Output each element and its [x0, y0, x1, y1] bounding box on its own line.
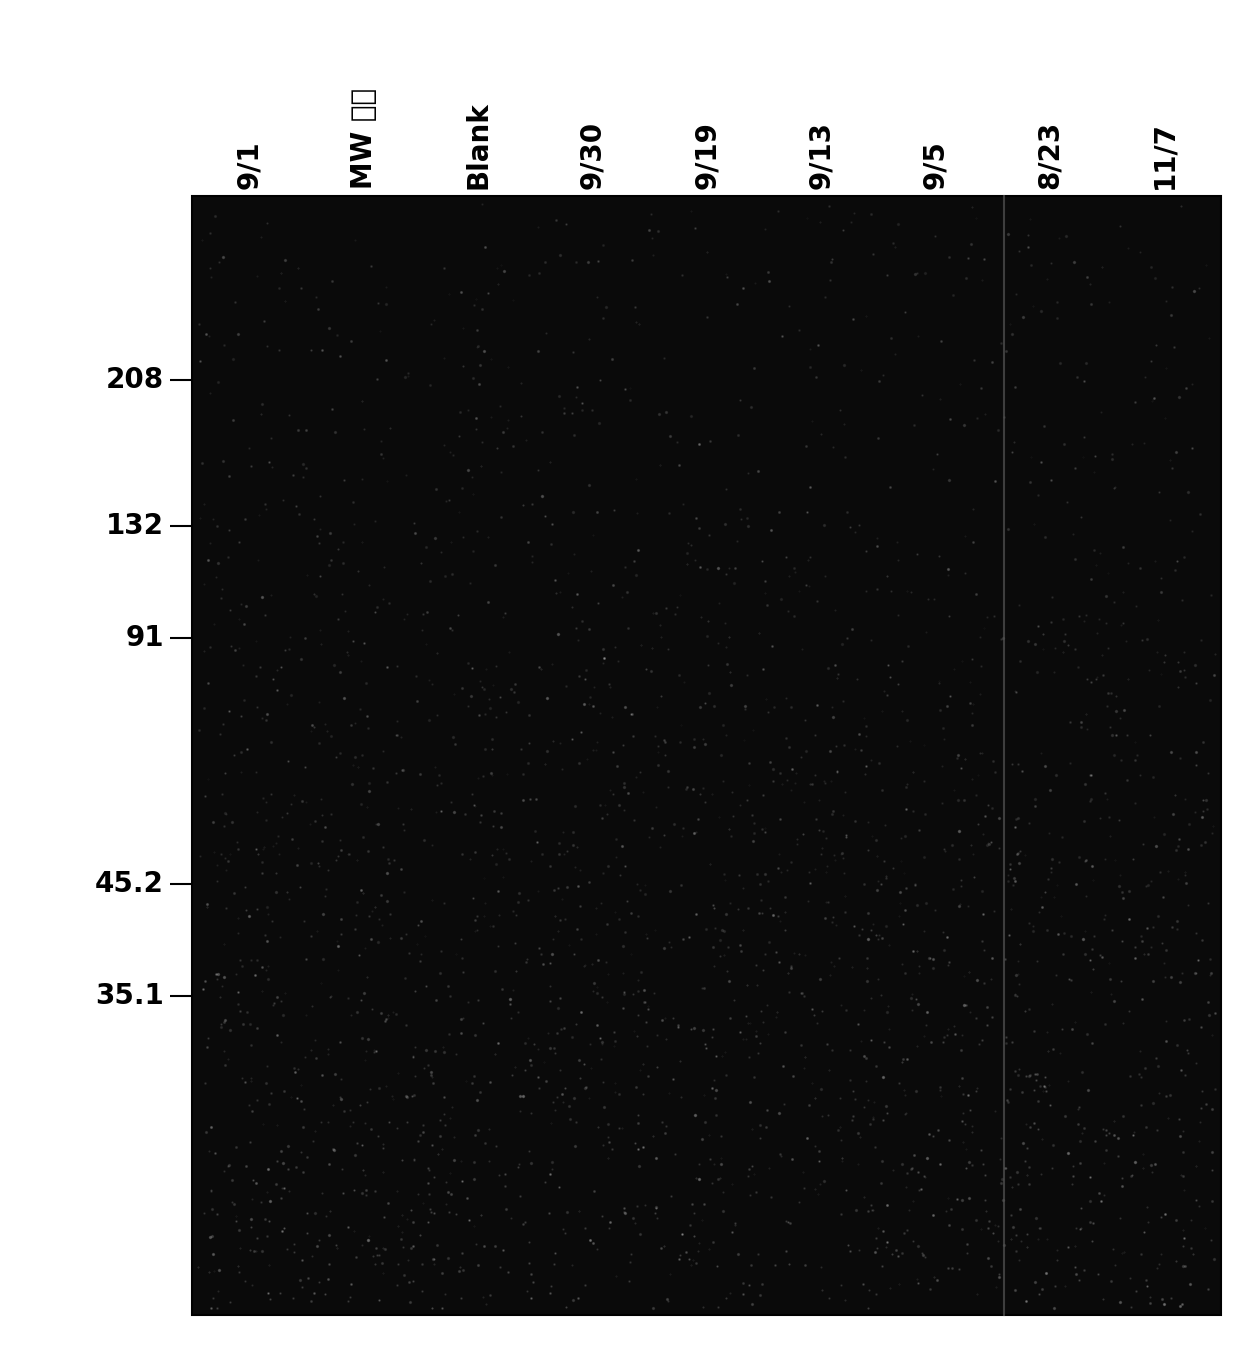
- Text: 9/19: 9/19: [693, 121, 720, 189]
- Text: 9/13: 9/13: [807, 121, 836, 189]
- Text: MW 标记: MW 标记: [350, 88, 378, 189]
- Text: 9/5: 9/5: [921, 140, 950, 189]
- Text: Blank: Blank: [464, 101, 492, 189]
- Text: 9/30: 9/30: [578, 120, 606, 189]
- Text: 8/23: 8/23: [1035, 120, 1064, 189]
- Text: 45.2: 45.2: [94, 870, 164, 898]
- Text: 35.1: 35.1: [95, 982, 164, 1010]
- Text: 132: 132: [105, 511, 164, 540]
- Text: 11/7: 11/7: [1151, 121, 1178, 189]
- Text: 9/1: 9/1: [236, 140, 263, 189]
- Bar: [192, 196, 1221, 1315]
- Text: 91: 91: [125, 623, 164, 652]
- Text: 208: 208: [105, 367, 164, 394]
